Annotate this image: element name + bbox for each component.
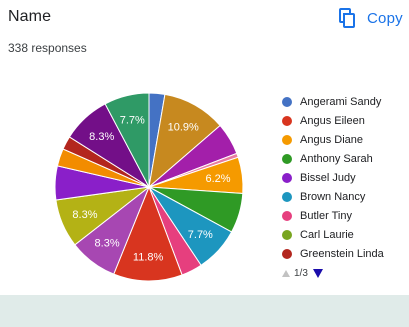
legend-color-dot bbox=[282, 134, 292, 145]
pie-slice bbox=[104, 92, 150, 188]
legend-label: Butler Tiny bbox=[300, 209, 352, 222]
copy-button-label: Copy bbox=[367, 9, 403, 27]
legend-item: Angus Diane bbox=[282, 130, 407, 149]
copy-icon bbox=[338, 8, 356, 28]
question-title: Name bbox=[8, 8, 52, 25]
pie-slice-label: 6.2% bbox=[205, 173, 230, 185]
legend-item: Angus Eileen bbox=[282, 111, 407, 130]
pager-page-text: 1/3 bbox=[294, 268, 308, 279]
legend-color-dot bbox=[282, 248, 292, 259]
legend-label: Carl Laurie bbox=[300, 228, 354, 241]
legend-item: Butler Tiny bbox=[282, 206, 407, 225]
legend-item: Anthony Sarah bbox=[282, 149, 407, 168]
legend-color-dot bbox=[282, 96, 292, 107]
legend-item: Bissel Judy bbox=[282, 168, 407, 187]
legend-item: Greenstein Linda bbox=[282, 244, 407, 263]
pie-slices bbox=[54, 92, 244, 282]
pager-prev-arrow-icon bbox=[282, 270, 290, 277]
legend-pager: 1/3 bbox=[282, 268, 323, 279]
legend-color-dot bbox=[282, 153, 292, 164]
legend-label: Greenstein Linda bbox=[300, 247, 384, 260]
pie-slice-label: 8.3% bbox=[95, 238, 120, 250]
legend-color-dot bbox=[282, 115, 292, 126]
footer-band bbox=[0, 295, 409, 327]
pager-next-arrow-icon[interactable] bbox=[312, 269, 323, 278]
legend-label: Anthony Sarah bbox=[300, 152, 373, 165]
response-count: 338 responses bbox=[8, 41, 87, 55]
legend-item: Carl Laurie bbox=[282, 225, 407, 244]
legend-item: Brown Nancy bbox=[282, 187, 407, 206]
legend-label: Angus Diane bbox=[300, 133, 363, 146]
legend-item: Angerami Sandy bbox=[282, 92, 407, 111]
pie-slice-label: 7.7% bbox=[120, 114, 145, 126]
pie-slice bbox=[113, 185, 183, 282]
legend-label: Angus Eileen bbox=[300, 114, 365, 127]
legend-color-dot bbox=[282, 229, 292, 240]
pie-slice-label: 8.3% bbox=[72, 209, 97, 221]
pie-slice bbox=[148, 93, 221, 189]
pie-slice-label: 11.8% bbox=[133, 252, 164, 264]
pie-slice-label: 8.3% bbox=[89, 131, 114, 143]
copy-chart-button[interactable]: Copy bbox=[338, 5, 406, 31]
legend-label: Bissel Judy bbox=[300, 171, 356, 184]
legend-color-dot bbox=[282, 210, 292, 221]
chart-legend: Angerami Sandy Angus Eileen Angus Diane Ant… bbox=[282, 92, 407, 263]
pie-labels: 10.9% 6.2% 7.7% 11.8% 8.3% 8.3% 8.3% 7.7% bbox=[72, 114, 230, 263]
legend-color-dot bbox=[282, 172, 292, 183]
pie-slice-label: 10.9% bbox=[168, 121, 199, 133]
legend-label: Angerami Sandy bbox=[300, 95, 382, 108]
legend-color-dot bbox=[282, 191, 292, 202]
legend-label: Brown Nancy bbox=[300, 190, 366, 203]
pie-slice-label: 7.7% bbox=[188, 229, 213, 241]
